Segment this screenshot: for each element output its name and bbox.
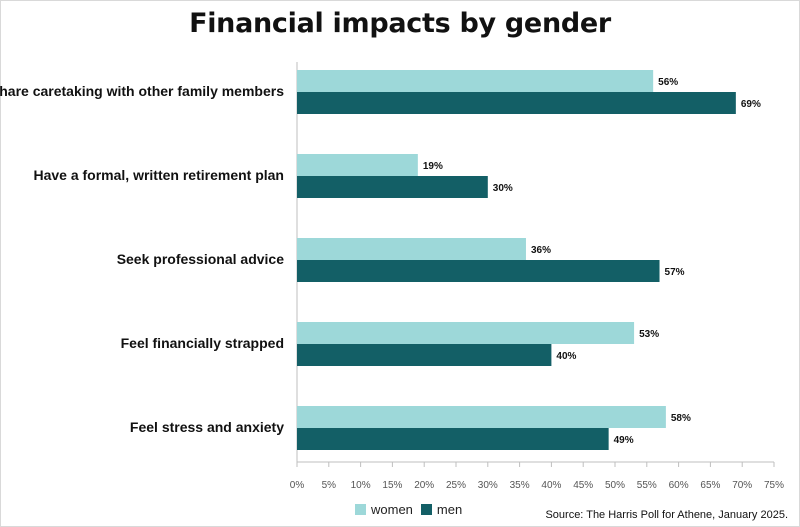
data-label-men: 40% [556, 351, 576, 362]
source-note: Source: The Harris Poll for Athene, Janu… [545, 509, 788, 521]
bar-men [297, 92, 736, 114]
x-tick-label: 25% [446, 480, 466, 491]
bar-men [297, 176, 488, 198]
x-tick-label: 75% [764, 480, 784, 491]
legend-item-women: women [355, 502, 413, 517]
x-tick-label: 10% [351, 480, 371, 491]
data-label-women: 36% [531, 245, 551, 256]
data-label-women: 53% [639, 329, 659, 340]
x-tick-label: 35% [510, 480, 530, 491]
x-tick-label: 50% [605, 480, 625, 491]
bar-women [297, 238, 526, 260]
bar-women [297, 154, 418, 176]
legend-swatch-women [355, 504, 366, 515]
x-tick-label: 55% [637, 480, 657, 491]
x-tick-label: 5% [322, 480, 337, 491]
data-label-women: 19% [423, 161, 443, 172]
x-tick-label: 20% [414, 480, 434, 491]
data-label-men: 49% [614, 435, 634, 446]
data-label-men: 69% [741, 99, 761, 110]
category-label: Feel stress and anxiety [130, 419, 284, 435]
data-label-women: 58% [671, 413, 691, 424]
bar-women [297, 322, 635, 344]
x-tick-label: 70% [732, 480, 752, 491]
data-label-women: 56% [658, 77, 678, 88]
bar-chart: 0% 5% 10% 15% 20% 25% 30% 35% 40% 45% 50% 55% 60% 65%… [0, 62, 784, 491]
data-label-men: 57% [665, 267, 685, 278]
legend-swatch-men [420, 504, 432, 515]
bar-women [297, 406, 666, 428]
category-label: Seek professional advice [117, 251, 285, 267]
x-tick-label: 65% [700, 480, 720, 491]
legend-label-men: men [436, 502, 463, 517]
data-label-men: 30% [493, 183, 513, 194]
bar-men [297, 428, 609, 450]
x-tick-label: 40% [541, 480, 561, 491]
legend-label-women: women [371, 502, 413, 517]
chart-title: Financial impacts by gender [189, 8, 611, 39]
legend-item-men: men [420, 502, 463, 517]
x-tick-label: 15% [382, 480, 402, 491]
chart-legend: women men [355, 502, 462, 517]
bar-men [297, 260, 660, 282]
category-label: Share caretaking with other family membe… [0, 83, 284, 99]
bar-men [297, 344, 552, 366]
category-label: Have a formal, written retirement plan [33, 167, 284, 183]
x-tick-label: 30% [478, 480, 498, 491]
x-tick-label: 60% [669, 480, 689, 491]
category-label: Feel financially strapped [121, 335, 284, 351]
bar-women [297, 70, 654, 92]
x-tick-label: 0% [290, 480, 305, 491]
x-tick-label: 45% [573, 480, 593, 491]
